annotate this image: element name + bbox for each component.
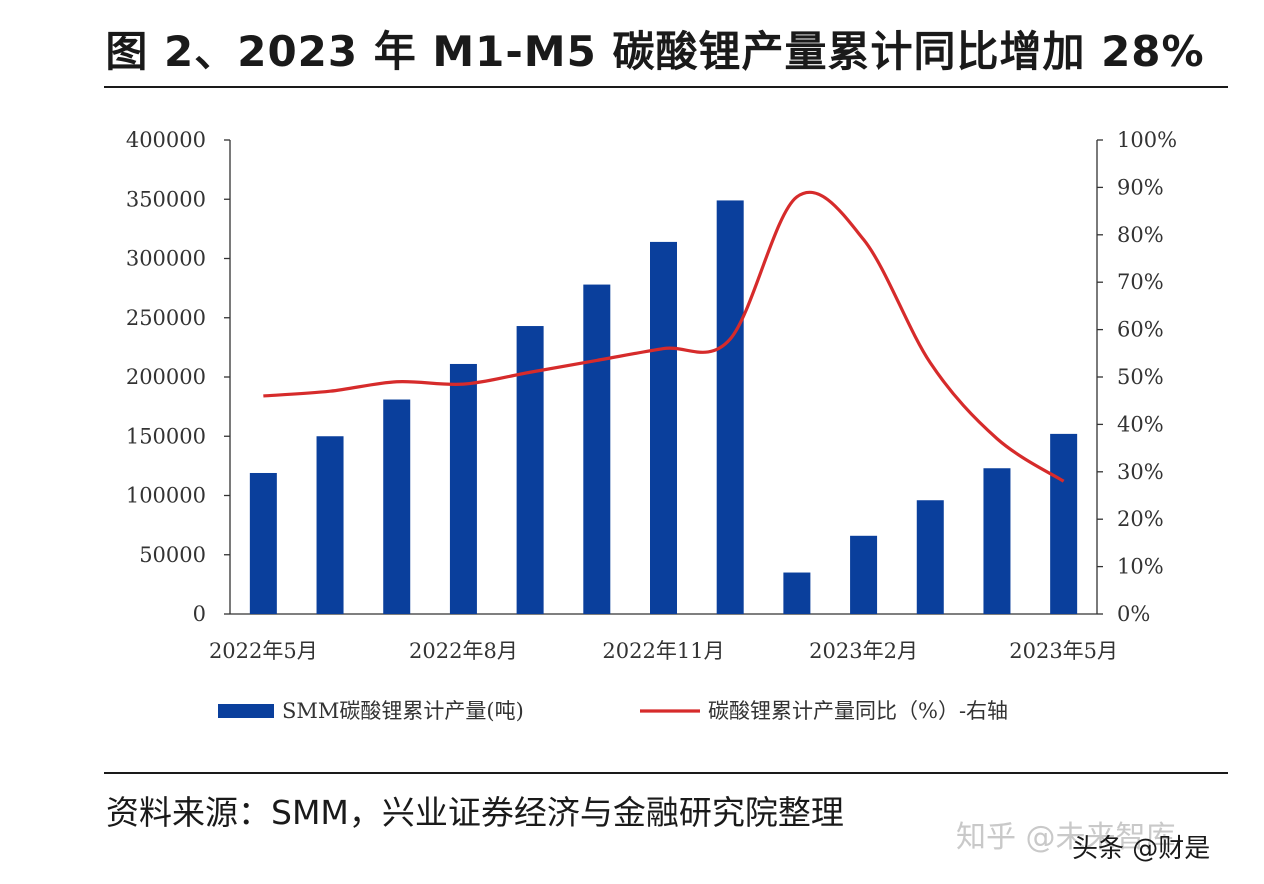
chart-title: 图 2、2023 年 M1-M5 碳酸锂产量累计同比增加 28% [105, 27, 1205, 76]
right-axis-tick-label: 20% [1117, 507, 1164, 531]
x-axis-tick-label: 2022年11月 [602, 639, 724, 663]
right-axis-tick-label: 90% [1117, 175, 1164, 199]
top-rule [104, 86, 1228, 88]
bar-2023年2月 [850, 535, 878, 614]
left-axis-tick-label: 350000 [126, 187, 206, 211]
watermark-zhihu: 知乎 @未来智库 [956, 820, 1176, 855]
left-axis-tick-label: 0 [193, 602, 206, 626]
legend-bar-label: SMM碳酸锂累计产量(吨) [282, 699, 524, 723]
bottom-rule [104, 772, 1228, 774]
right-axis-tick-label: 10% [1117, 555, 1164, 579]
right-axis-tick-label: 60% [1117, 318, 1164, 342]
legend-line-label: 碳酸锂累计产量同比（%）-右轴 [708, 699, 1008, 723]
x-axis-tick-label: 2023年5月 [1009, 639, 1118, 663]
left-axis-tick-label: 100000 [126, 484, 206, 508]
bar-2022年8月 [449, 363, 477, 614]
line-series [263, 190, 1065, 483]
left-axis-tick-label: 400000 [126, 128, 206, 152]
legend-bar-swatch [218, 704, 274, 718]
bar-2022年5月 [249, 472, 277, 614]
left-axis-tick-label: 50000 [139, 543, 206, 567]
bar-2022年12月 [716, 200, 744, 614]
bar-2022年6月 [316, 436, 344, 614]
right-axis-tick-label: 70% [1117, 270, 1164, 294]
right-axis-tick-label: 80% [1117, 223, 1164, 247]
bar-series [249, 200, 1078, 614]
bar-2022年11月 [650, 241, 677, 614]
axes-group: 0 50000 100000 150000 200000 250000 300000 3500… [126, 128, 1177, 663]
watermark-toutiao: 头条 @财是 [1072, 834, 1211, 864]
source-note: 资料来源：SMM，兴业证券经济与金融研究院整理 [106, 793, 844, 832]
right-axis-tick-label: 50% [1117, 365, 1164, 389]
right-axis-tick-label: 100% [1117, 128, 1177, 152]
bar-2023年5月 [1050, 433, 1078, 614]
bar-2023年3月 [916, 500, 944, 614]
bar-2022年10月 [583, 284, 611, 614]
right-axis-tick-label: 40% [1117, 412, 1164, 436]
bar-2022年7月 [383, 399, 411, 614]
legend: SMM碳酸锂累计产量(吨) 碳酸锂累计产量同比（%）-右轴 [218, 699, 1008, 723]
right-axis-tick-label: 30% [1117, 460, 1164, 484]
right-axis-tick-label: 0% [1117, 602, 1150, 626]
bar-2023年1月 [783, 572, 811, 614]
x-axis-tick-label: 2022年8月 [409, 639, 518, 663]
left-axis-tick-label: 250000 [126, 306, 206, 330]
left-axis-tick-label: 200000 [126, 365, 206, 389]
left-axis-tick-label: 150000 [126, 424, 206, 448]
left-axis-tick-label: 300000 [126, 247, 206, 271]
x-axis-tick-label: 2022年5月 [209, 639, 318, 663]
x-axis-tick-label: 2023年2月 [809, 639, 918, 663]
bar-2023年4月 [983, 468, 1011, 614]
